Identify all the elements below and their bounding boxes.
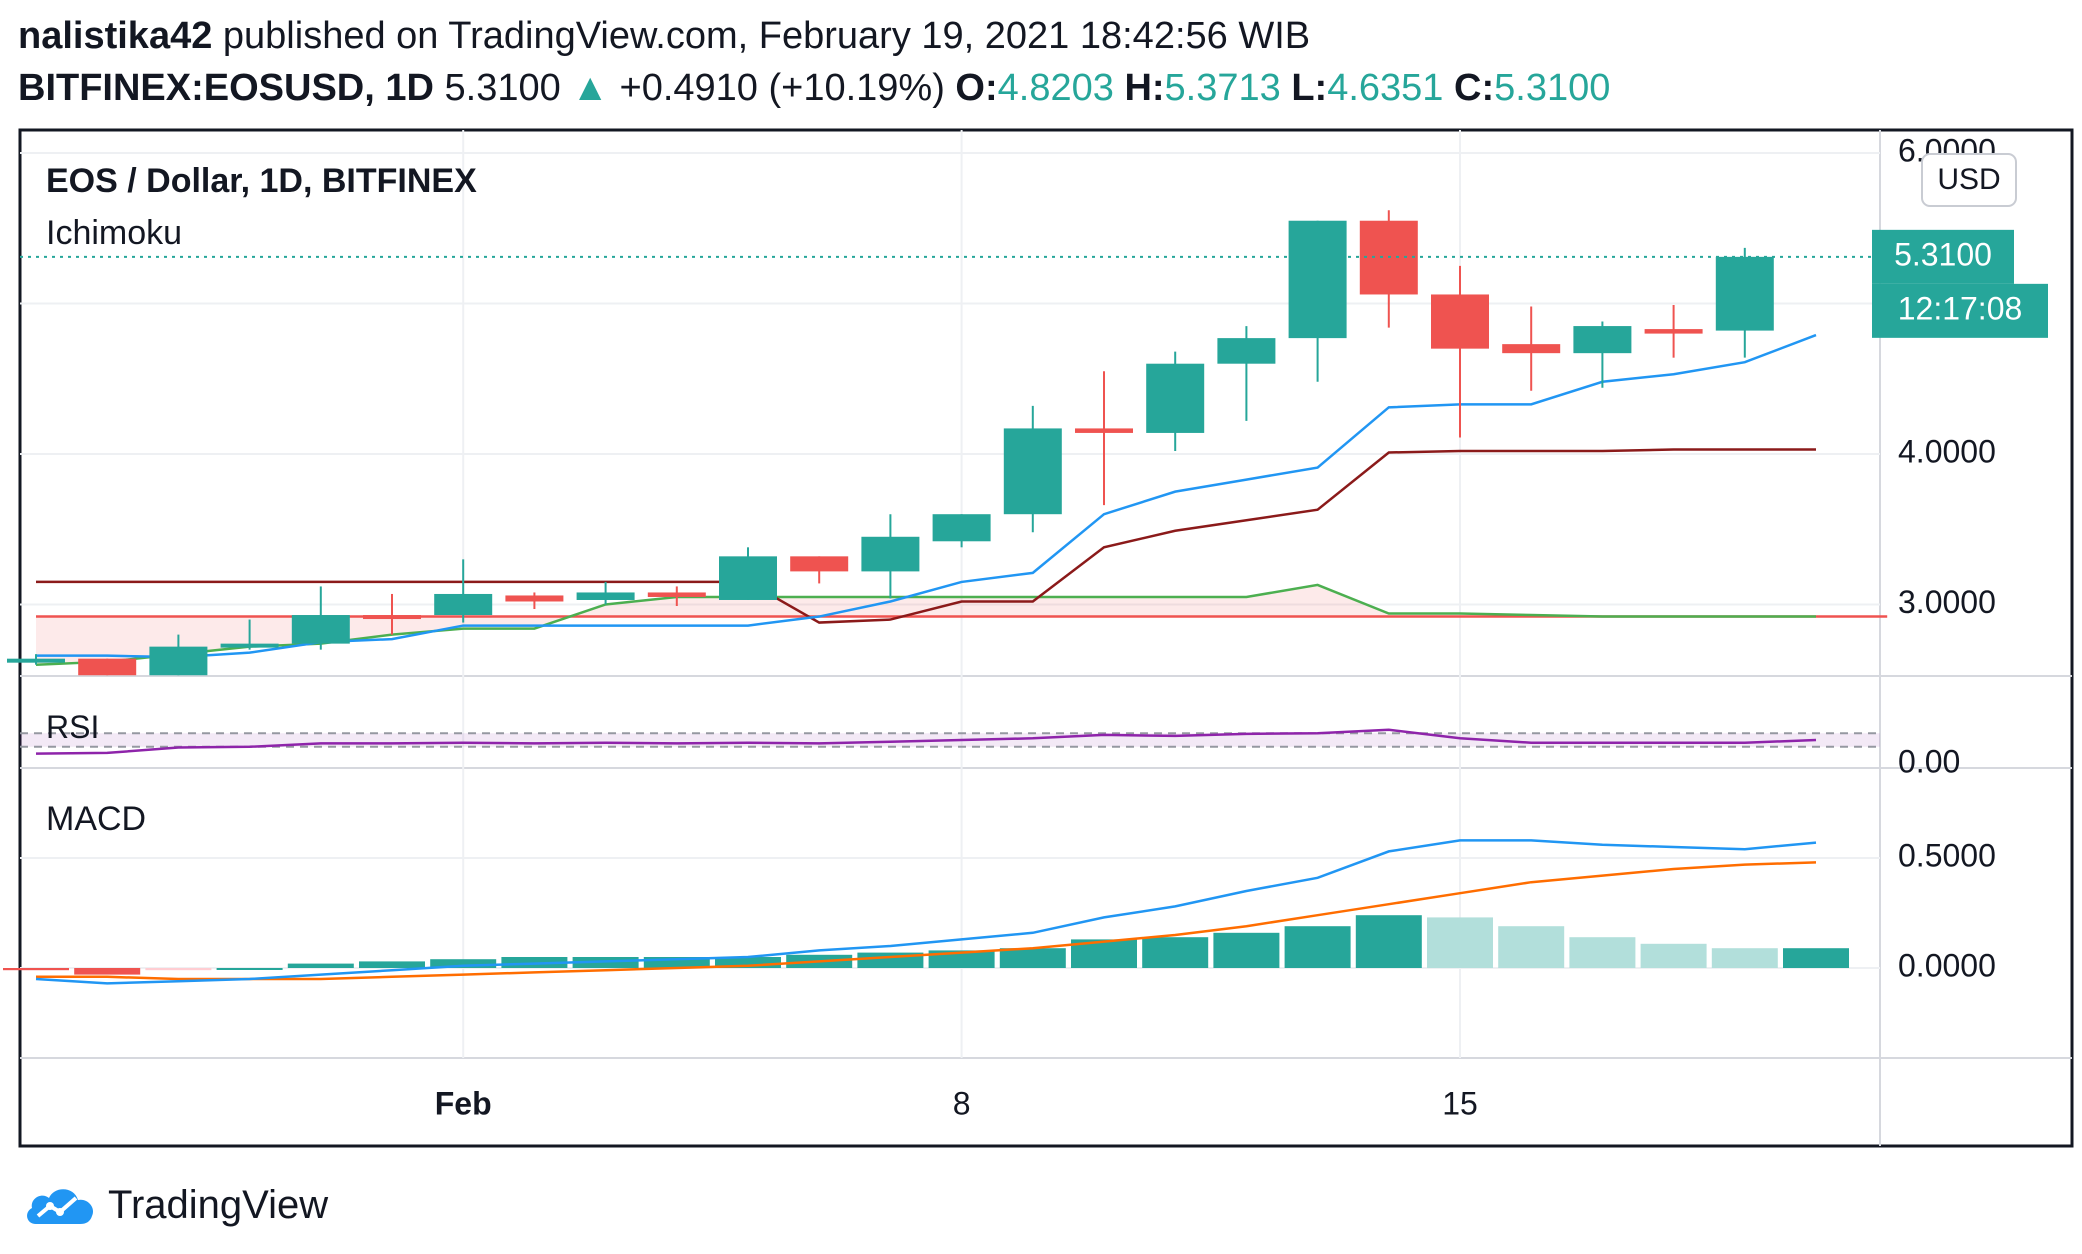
- candle-body[interactable]: [719, 556, 777, 600]
- high-value: 5.3713: [1164, 67, 1281, 109]
- macd-histogram-bar: [1427, 917, 1493, 968]
- macd-histogram-bar: [1498, 926, 1565, 968]
- candle-body[interactable]: [434, 593, 493, 616]
- countdown-tag: [1872, 283, 2048, 338]
- rsi-tick-label: 0.00: [1898, 743, 1960, 779]
- candle-body[interactable]: [505, 595, 564, 602]
- macd-histogram-bar: [1142, 937, 1209, 968]
- price-pane[interactable]: [7, 210, 1888, 676]
- macd-histogram-bar: [74, 968, 141, 975]
- macd-label[interactable]: MACD: [46, 800, 146, 838]
- footer: TradingView: [22, 1170, 328, 1240]
- time-tick-label: 15: [1442, 1085, 1478, 1121]
- price-tick-label: 3.0000: [1898, 584, 1996, 620]
- author-link[interactable]: nalistika42: [18, 15, 213, 57]
- candle-body[interactable]: [1502, 344, 1561, 354]
- quote-line: BITFINEX:EOSUSD, 1D 5.3100 ▲ +0.4910 (+1…: [18, 62, 2058, 114]
- candle-body[interactable]: [1573, 326, 1632, 354]
- macd-histogram-bar: [430, 959, 497, 968]
- chart-border: [18, 128, 2074, 1148]
- macd-tick-label: 0.0000: [1898, 947, 1996, 983]
- indicator-label[interactable]: Ichimoku: [46, 214, 182, 252]
- macd-histogram-bar: [715, 957, 781, 968]
- rsi-line: [35, 728, 1817, 755]
- macd-histogram-bar: [1569, 937, 1636, 968]
- change-arrow-icon: ▲: [571, 67, 609, 109]
- macd-histogram-bar: [643, 957, 710, 968]
- rsi-label[interactable]: RSI: [46, 709, 99, 745]
- low-value: 4.6351: [1327, 67, 1444, 109]
- macd-histogram-bar: [1213, 932, 1280, 968]
- change-value: +0.4910 (+10.19%): [619, 67, 945, 109]
- low-label: L:: [1291, 67, 1328, 109]
- candle-body[interactable]: [1288, 220, 1347, 339]
- candle-body[interactable]: [932, 514, 991, 542]
- currency-button[interactable]: [1921, 153, 2017, 207]
- candle-body[interactable]: [1146, 363, 1205, 433]
- macd-line: [35, 839, 1817, 985]
- countdown-label: 12:17:08: [1898, 290, 2023, 326]
- macd-pane[interactable]: [3, 839, 1849, 985]
- chart-frame: [18, 128, 2074, 1148]
- macd-histogram-bar: [359, 961, 425, 968]
- currency-label: USD: [1937, 163, 2000, 196]
- candle-body[interactable]: [647, 592, 706, 597]
- macd-tick-label: 0.5000: [1898, 837, 1996, 873]
- macd-histogram-bar: [3, 968, 69, 971]
- macd-histogram-bar: [1355, 915, 1422, 968]
- last-price-label: 5.3100: [1894, 236, 1992, 272]
- candle-body[interactable]: [7, 658, 65, 663]
- publish-line: nalistika42 published on TradingView.com…: [18, 10, 2058, 62]
- macd-histogram-bar: [216, 968, 283, 970]
- candle-body[interactable]: [1217, 338, 1276, 364]
- candle-body[interactable]: [1003, 428, 1062, 515]
- rsi-pane[interactable]: [20, 728, 1880, 755]
- macd-histogram-bar: [1640, 943, 1707, 968]
- candle-body[interactable]: [220, 643, 279, 648]
- high-label: H:: [1124, 67, 1165, 109]
- candle-body[interactable]: [363, 615, 421, 620]
- time-tick-label: 8: [953, 1085, 971, 1121]
- candle-body[interactable]: [291, 615, 350, 644]
- macd-signal-line: [36, 861, 1817, 981]
- macd-histogram-bar: [999, 948, 1066, 968]
- price-value: 5.3100: [444, 67, 561, 109]
- macd-histogram-bar: [287, 963, 354, 968]
- chart-header: nalistika42 published on TradingView.com…: [18, 10, 2058, 114]
- candle-body[interactable]: [861, 536, 920, 572]
- kijun-line: [36, 448, 1816, 624]
- candle-body[interactable]: [576, 592, 635, 600]
- candle-body[interactable]: [1431, 294, 1489, 349]
- last-price-tag: [1872, 229, 2014, 284]
- open-value: 4.8203: [997, 67, 1114, 109]
- close-value: 5.3100: [1494, 67, 1611, 109]
- macd-histogram-bar: [145, 968, 212, 971]
- symbol-label: BITFINEX:EOSUSD, 1D: [18, 67, 434, 109]
- time-tick-label: Feb: [435, 1085, 492, 1121]
- candle-body[interactable]: [149, 646, 208, 676]
- close-label: C:: [1454, 67, 1495, 109]
- brand-name[interactable]: TradingView: [108, 1182, 329, 1227]
- chart-title: EOS / Dollar, 1D, BITFINEX: [46, 162, 477, 200]
- candle-body[interactable]: [1075, 428, 1133, 433]
- candle-body[interactable]: [1644, 329, 1703, 334]
- macd-histogram-bar: [1284, 926, 1351, 968]
- macd-histogram-bar: [1711, 948, 1778, 968]
- published-text: published on TradingView.com, February 1…: [222, 15, 1311, 57]
- price-tick-label: 4.0000: [1898, 433, 1996, 469]
- candle-body[interactable]: [78, 658, 137, 676]
- tradingview-cloud-icon[interactable]: [22, 1182, 98, 1228]
- macd-histogram-bar: [1783, 948, 1849, 968]
- candle-body[interactable]: [790, 556, 849, 572]
- candle-body[interactable]: [1715, 256, 1774, 331]
- open-label: O:: [955, 67, 998, 109]
- gridlines: [20, 130, 1880, 1058]
